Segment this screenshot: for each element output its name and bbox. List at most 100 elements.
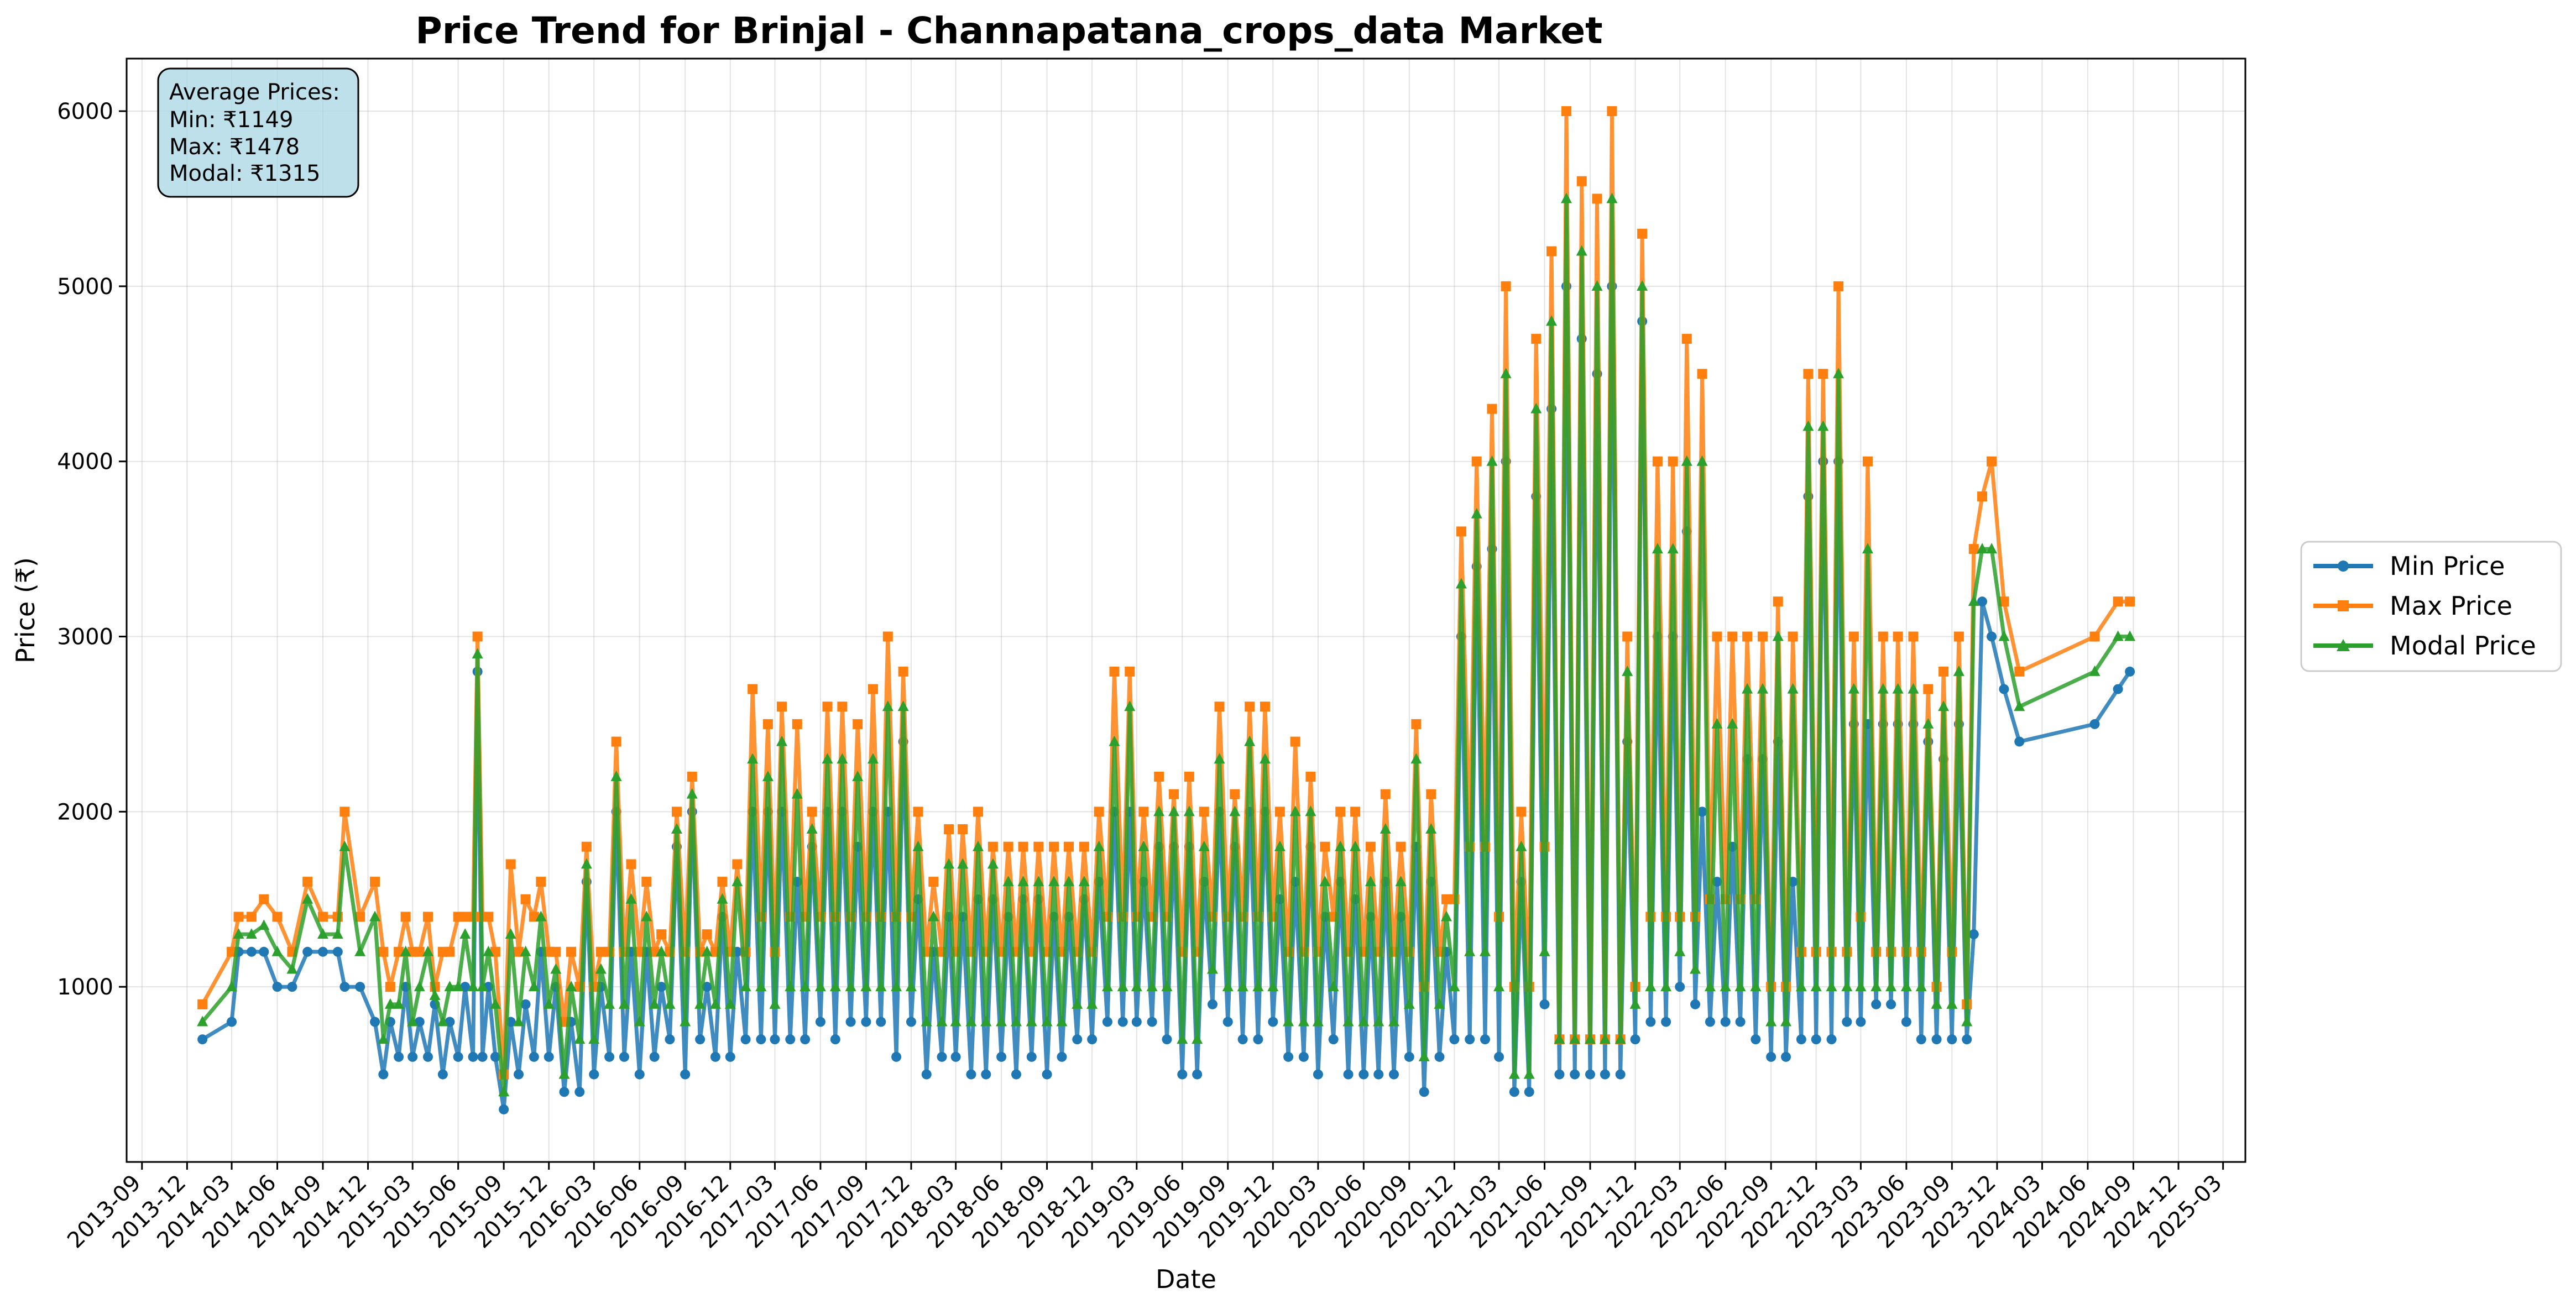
data-point [1607,106,1617,117]
data-point [1449,1034,1460,1045]
data-point [1862,456,1873,467]
data-point [1727,718,1738,729]
data-point [1124,700,1136,711]
data-point [717,877,728,887]
data-point [1681,455,1692,466]
data-point [1161,981,1173,992]
data-point [233,912,244,922]
data-point [1962,1034,1972,1045]
data-point [505,859,516,870]
data-point [1668,456,1678,467]
data-point [271,945,283,956]
data-point [1049,841,1059,852]
data-point [1313,1069,1323,1080]
data-point [1998,630,2010,641]
data-point [1237,981,1248,992]
data-point [680,1069,691,1080]
data-point [1350,807,1361,817]
data-point [550,963,562,974]
data-point [1615,1069,1626,1080]
data-point [987,858,999,869]
data-point [1667,543,1679,554]
data-point [1987,456,1997,467]
data-point [472,631,483,642]
data-point [1697,369,1707,379]
data-point [1720,981,1731,992]
legend-frame [2300,541,2562,672]
data-point [1674,945,1686,956]
data-point [1245,701,1255,712]
data-point [777,701,787,712]
data-point [921,1069,932,1080]
data-point [1328,981,1339,992]
data-point [912,840,924,851]
data-point [1645,1017,1656,1027]
data-point [1788,631,1798,642]
data-point [437,1015,448,1027]
data-point [686,788,698,799]
data-point [286,963,298,974]
data-point [972,840,984,851]
data-point [1757,631,1768,642]
data-point [1652,456,1663,467]
data-point [875,981,887,992]
data-point [1441,910,1452,921]
data-point [1576,245,1587,256]
data-point [950,1015,962,1027]
data-point [1199,807,1209,817]
data-point [1908,683,1919,694]
data-point [800,1034,811,1045]
data-point [1274,807,1285,817]
data-point [1003,841,1013,852]
data-point [317,912,328,922]
data-point [1893,631,1903,642]
data-point [1922,718,1934,729]
data-point [1795,981,1807,992]
data-point [1833,281,1844,291]
data-point [649,998,660,1009]
data-point [1153,805,1165,816]
data-point [936,1015,948,1027]
legend-item-min-price: Min Price [2313,551,2505,581]
data-point [1660,981,1672,992]
data-point [1064,841,1074,852]
data-point [543,998,555,1009]
data-point [520,894,531,904]
data-point [1138,840,1149,851]
data-point [407,1015,419,1027]
data-point [498,1086,510,1097]
data-point [634,1015,645,1027]
data-point [226,981,238,992]
data-point [656,945,667,956]
data-point [2113,596,2123,607]
data-point [1274,840,1286,851]
data-point [1916,1034,1926,1045]
chart-title: Price Trend for Brinjal - Channapatana_c… [415,9,1602,52]
data-point [1780,1015,1792,1027]
data-point [611,736,621,747]
data-point [422,912,433,922]
data-point [1681,333,1692,344]
data-point [1305,771,1316,782]
data-point [1358,1015,1370,1027]
data-point [1961,1015,1973,1027]
data-point [2089,719,2100,729]
data-point [717,893,728,904]
data-point [610,770,622,781]
data-point [317,928,328,939]
data-point [1471,456,1482,467]
data-point [1102,1017,1112,1027]
data-point [822,701,833,712]
data-point [806,823,818,834]
data-point [1977,543,1988,554]
data-point [477,981,488,992]
data-point [1131,981,1142,992]
y-tick-label: 6000 [57,99,113,124]
data-point [905,981,917,992]
data-point [837,753,848,764]
data-point [1425,823,1437,834]
data-point [1833,368,1845,379]
y-axis: 1000 2000 3000 4000 5000 6000 [57,99,127,1000]
data-point [414,946,425,957]
data-point [756,1034,766,1045]
